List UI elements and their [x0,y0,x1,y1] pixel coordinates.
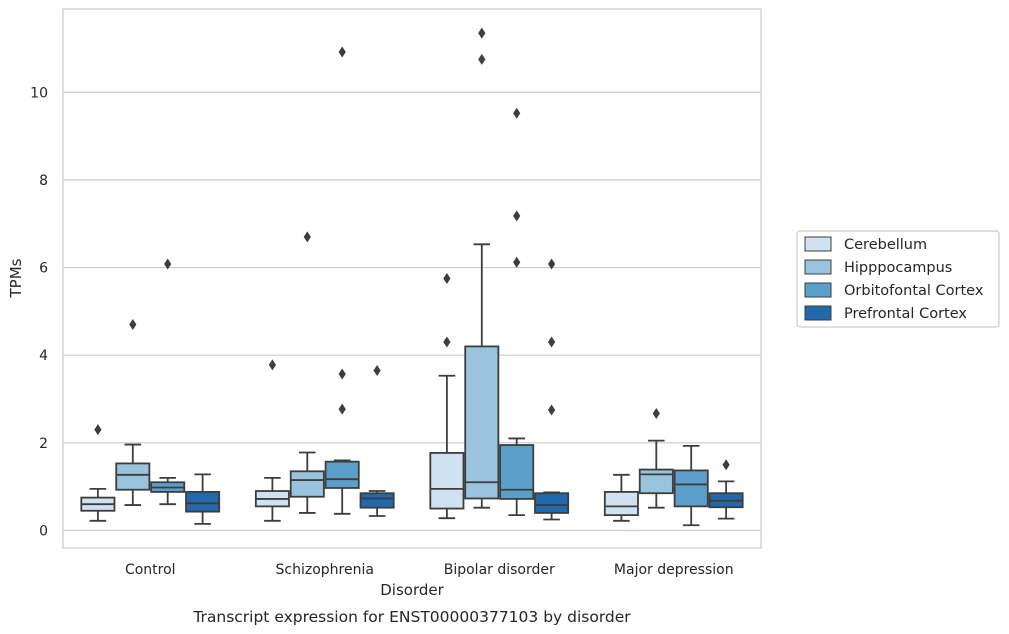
box-iqr [429,452,465,510]
box-iqr [359,492,395,509]
box-orbitofontal-cortex [673,444,709,527]
y-tick-label: 4 [39,348,48,364]
box-iqr [324,460,360,489]
box-iqr [115,462,151,491]
x-axis-ticks: Control Schizophrenia Bipolar disorder Majo… [125,562,734,578]
box-iqr [534,492,570,514]
y-tick-label: 10 [30,85,48,101]
outlier-point [268,359,276,371]
y-tick-label: 0 [39,523,48,539]
outlier-point [652,407,660,419]
outlier-point [373,365,381,377]
box-cerebellum [80,424,116,522]
x-axis-label: Disorder [380,581,444,599]
box-hipppocampus [115,319,151,506]
outlier-point [443,273,451,284]
legend-swatch [804,282,832,298]
x-tick-label: Control [125,562,176,578]
legend-label: Orbitofontal Cortex [844,283,984,299]
x-tick-label: Major depression [614,562,734,578]
box-iqr [464,345,500,500]
box-iqr [673,469,709,508]
outlier-point [338,46,346,58]
outlier-point [338,368,346,380]
box-cerebellum [603,473,639,522]
y-axis-ticks: 0 2 4 6 8 10 [30,85,48,539]
box-prefrontal-cortex [359,365,395,517]
legend-swatch [804,305,832,321]
y-tick-label: 2 [39,436,48,452]
legend-frame [796,230,1000,328]
box-cerebellum [254,359,290,522]
legend-swatch [804,259,832,275]
outlier-point [478,27,486,39]
box-iqr [289,470,325,498]
box-hipppocampus [289,231,325,514]
box-iqr [185,491,221,513]
legend: Cerebellum Hipppocampus Orbitofontal Corte… [796,230,1000,328]
box-cerebellum [429,273,465,520]
outlier-point [513,210,521,222]
y-tick-label: 8 [39,173,48,189]
box-prefrontal-cortex [185,473,221,525]
chart-title: Transcript expression for ENST0000037710… [192,608,631,626]
y-tick-label: 6 [39,261,48,277]
outlier-point [548,258,556,270]
box-hipppocampus [638,407,674,509]
legend-label: Cerebellum [844,237,927,253]
box-groups [80,27,744,527]
box-iqr [603,491,639,517]
box-iqr [499,444,535,500]
outlier-point [94,424,102,436]
outlier-point [338,403,346,415]
outlier-point [548,404,556,416]
plot-frame [62,8,762,549]
outlier-point [722,459,730,471]
outlier-point [548,336,556,348]
legend-label: Hipppocampus [844,260,952,276]
box-orbitofontal-cortex [150,258,186,506]
x-tick-label: Schizophrenia [276,562,374,578]
outlier-point [443,336,451,348]
box-iqr [638,468,674,495]
outlier-point [478,53,486,65]
outlier-point [164,258,172,270]
legend-label: Prefrontal Cortex [844,306,967,322]
box-orbitofontal-cortex [499,107,535,517]
box-orbitofontal-cortex [324,46,360,515]
gridlines [63,91,761,532]
box-hipppocampus [464,27,500,509]
outlier-point [303,231,311,243]
box-prefrontal-cortex [534,258,570,521]
outlier-point [513,107,521,119]
outlier-point [513,256,521,268]
x-tick-label: Bipolar disorder [444,562,555,578]
legend-swatch [804,236,832,252]
outlier-point [129,319,137,331]
box-prefrontal-cortex [708,459,744,520]
y-axis-label: TPMs [7,258,25,298]
